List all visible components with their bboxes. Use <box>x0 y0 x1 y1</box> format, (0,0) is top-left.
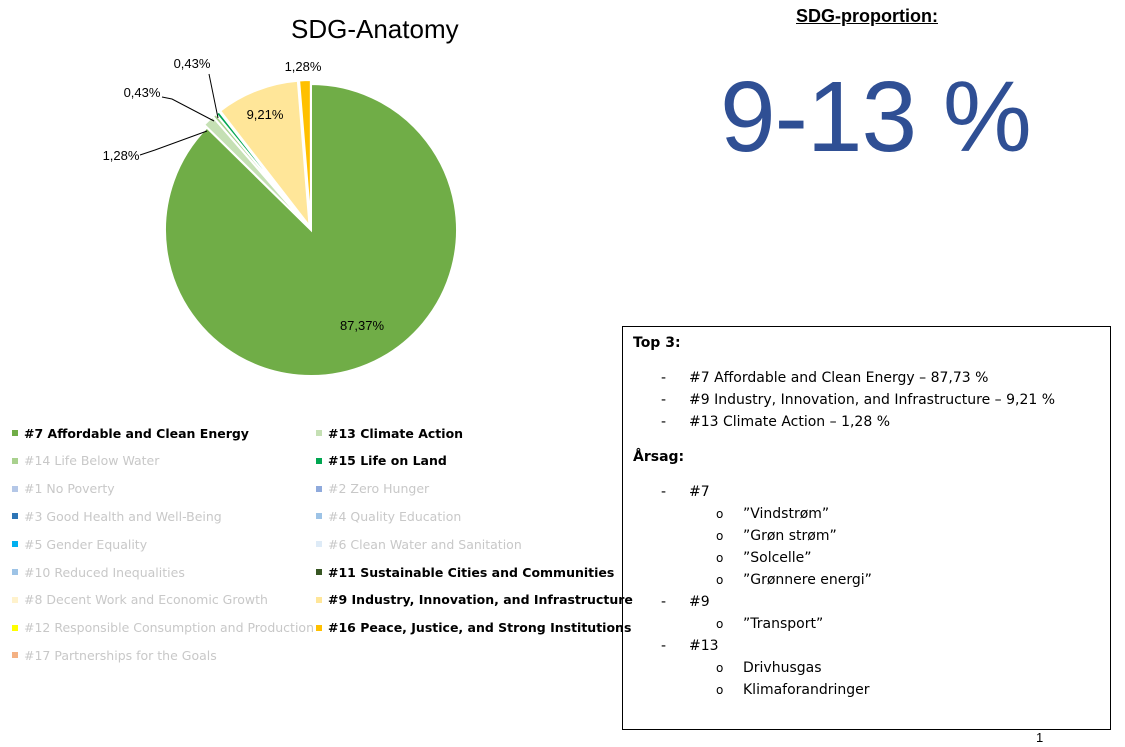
legend-item: #11 Sustainable Cities and Communities <box>316 562 614 582</box>
legend-swatch <box>316 569 322 575</box>
legend-item: #2 Zero Hunger <box>316 479 429 499</box>
legend-item: #14 Life Below Water <box>12 451 159 471</box>
list-dash: - <box>661 484 667 500</box>
legend-label: #11 Sustainable Cities and Communities <box>328 564 615 580</box>
legend-item: #10 Reduced Inequalities <box>12 562 185 582</box>
slice-data-label: 1,28% <box>103 148 140 163</box>
list-bullet: o <box>716 551 724 565</box>
legend-swatch <box>316 457 322 464</box>
reason-item: ”Transport” <box>743 616 824 632</box>
reason-item: Drivhusgas <box>743 660 822 676</box>
reason-item: ”Solcelle” <box>743 550 812 566</box>
legend-label: #12 Responsible Consumption and Producti… <box>24 620 314 636</box>
list-bullet: o <box>716 617 724 631</box>
top3-heading: Top 3: <box>633 335 681 351</box>
legend-label: #9 Industry, Innovation, and Infrastruct… <box>328 592 633 608</box>
legend-label: #1 No Poverty <box>24 481 115 497</box>
legend-swatch <box>316 541 322 548</box>
list-bullet: o <box>716 661 724 675</box>
list-bullet: o <box>716 573 724 587</box>
legend-label: #13 Climate Action <box>328 425 464 441</box>
list-dash: - <box>661 392 667 408</box>
legend-swatch <box>12 457 18 464</box>
legend-swatch <box>316 430 322 436</box>
page-number: 1 <box>1036 730 1044 745</box>
legend-swatch <box>316 624 322 631</box>
pie-slice <box>218 79 311 230</box>
legend-label: #14 Life Below Water <box>24 453 160 469</box>
legend-item: #17 Partnerships for the Goals <box>12 645 217 665</box>
summary-box: Top 3: - #7 Affordable and Clean Energy – … <box>622 326 1111 730</box>
label-leader-line <box>139 130 208 156</box>
reason-item: ”Vindstrøm” <box>743 506 830 522</box>
legend-item: #16 Peace, Justice, and Strong Instituti… <box>316 618 631 638</box>
reason-goal: #13 <box>689 638 719 654</box>
legend-item: #1 No Poverty <box>12 479 115 499</box>
legend-item: #6 Clean Water and Sanitation <box>316 534 522 554</box>
legend-label: #16 Peace, Justice, and Strong Instituti… <box>328 620 632 636</box>
legend-swatch <box>12 624 18 631</box>
legend-label: #4 Quality Education <box>328 508 462 524</box>
legend-label: #2 Zero Hunger <box>328 481 430 497</box>
legend-item: #7 Affordable and Clean Energy <box>12 423 249 443</box>
slice-data-label: 0,43% <box>124 85 161 100</box>
pie-slice <box>298 79 312 227</box>
legend-label: #10 Reduced Inequalities <box>24 564 185 580</box>
top3-item: #13 Climate Action – 1,28 % <box>689 414 890 430</box>
legend-swatch <box>12 513 18 520</box>
list-dash: - <box>661 370 667 386</box>
list-dash: - <box>661 594 667 610</box>
legend-swatch <box>12 596 18 603</box>
list-bullet: o <box>716 507 724 521</box>
legend-label: #5 Gender Equality <box>24 536 148 552</box>
legend-swatch <box>12 652 18 659</box>
proportion-value: 9-13 % <box>720 61 1032 173</box>
legend-label: #3 Good Health and Well-Being <box>24 508 222 524</box>
legend-label: #8 Decent Work and Economic Growth <box>24 592 268 608</box>
list-bullet: o <box>716 529 724 543</box>
pie-slice <box>214 110 310 228</box>
slice-data-label: 87,37% <box>340 318 385 333</box>
legend-label: #15 Life on Land <box>328 453 447 469</box>
reason-item: ”Grønnere energi” <box>743 572 872 588</box>
reason-item: ”Grøn strøm” <box>743 528 837 544</box>
slice-data-label: 0,43% <box>174 56 211 71</box>
legend-swatch <box>316 513 322 520</box>
chart-title: SDG-Anatomy <box>291 14 459 44</box>
legend-item: #9 Industry, Innovation, and Infrastruct… <box>316 590 633 610</box>
legend-label: #17 Partnerships for the Goals <box>24 647 217 663</box>
legend-item: #3 Good Health and Well-Being <box>12 506 222 526</box>
slice-data-label: 1,28% <box>285 59 322 74</box>
top3-item: #9 Industry, Innovation, and Infrastruct… <box>689 392 1056 408</box>
label-leader-line <box>208 73 219 119</box>
legend-swatch <box>316 485 322 492</box>
proportion-heading: SDG-proportion: <box>796 6 938 26</box>
pie-slice <box>164 82 458 377</box>
slice-data-label: 9,21% <box>247 107 284 122</box>
legend-item: #5 Gender Equality <box>12 534 147 554</box>
legend-swatch <box>12 541 18 548</box>
legend-swatch <box>12 430 18 436</box>
label-leader-line <box>161 96 215 122</box>
reason-heading: Årsag: <box>633 449 685 465</box>
list-dash: - <box>661 638 667 654</box>
legend-label: #7 Affordable and Clean Energy <box>24 425 249 441</box>
legend-swatch <box>12 569 18 575</box>
reason-item: Klimaforandringer <box>743 682 870 698</box>
legend-item: #4 Quality Education <box>316 506 461 526</box>
top3-item: #7 Affordable and Clean Energy – 87,73 % <box>689 370 989 386</box>
reason-goal: #9 <box>689 594 710 610</box>
reason-goal: #7 <box>689 484 710 500</box>
legend-item: #13 Climate Action <box>316 423 463 443</box>
legend-label: #6 Clean Water and Sanitation <box>328 536 522 552</box>
legend-swatch <box>316 596 322 603</box>
pie-chart: 87,37% 1,28% 0,43% 0,43% 9,21% 1,28% <box>103 56 458 377</box>
list-dash: - <box>661 414 667 430</box>
legend-item: #8 Decent Work and Economic Growth <box>12 590 268 610</box>
legend-item: #15 Life on Land <box>316 451 447 471</box>
list-bullet: o <box>716 683 724 697</box>
legend-item: #12 Responsible Consumption and Producti… <box>12 618 314 638</box>
legend-swatch <box>12 485 18 492</box>
